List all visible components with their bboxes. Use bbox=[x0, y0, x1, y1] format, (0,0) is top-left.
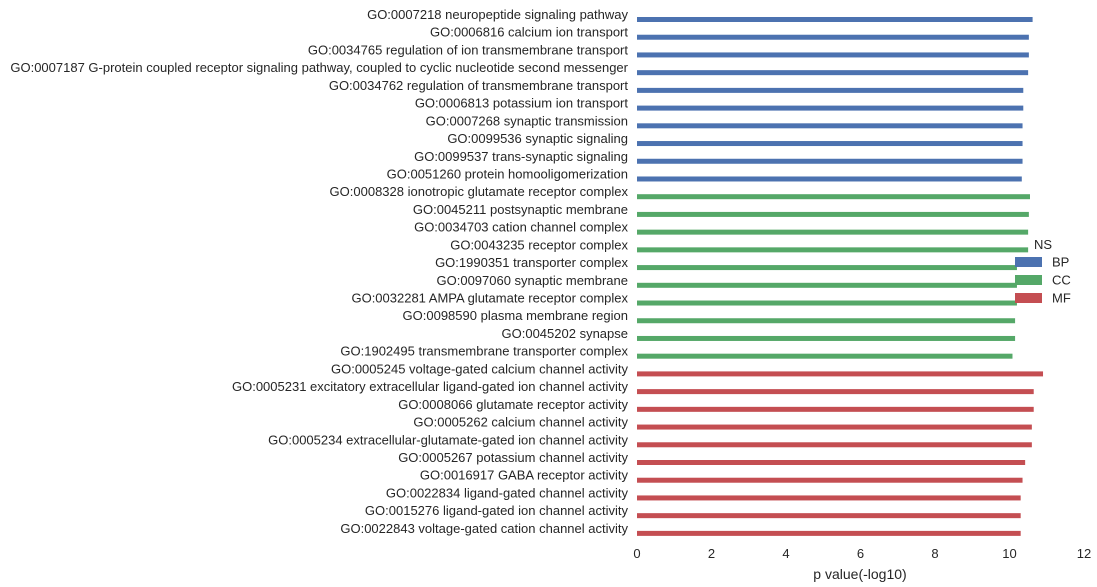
category-label: GO:0007218 neuropeptide signaling pathwa… bbox=[367, 7, 628, 22]
category-label: GO:0007268 synaptic transmission bbox=[426, 113, 628, 128]
x-tick-label: 2 bbox=[708, 546, 715, 561]
bar-bp bbox=[637, 158, 1023, 164]
category-label: GO:0022834 ligand-gated channel activity bbox=[386, 485, 629, 500]
bar-mf bbox=[637, 389, 1034, 395]
bar-mf bbox=[637, 477, 1023, 483]
category-label: GO:0032281 AMPA glutamate receptor compl… bbox=[351, 291, 628, 306]
category-label: GO:0005245 voltage-gated calcium channel… bbox=[331, 361, 629, 376]
category-label: GO:0006816 calcium ion transport bbox=[430, 25, 628, 40]
x-tick-label: 0 bbox=[633, 546, 640, 561]
category-label: GO:0034762 regulation of transmembrane t… bbox=[329, 78, 629, 93]
category-label: GO:0008066 glutamate receptor activity bbox=[398, 397, 628, 412]
bar-bp bbox=[637, 176, 1022, 182]
legend-label-bp: BP bbox=[1052, 255, 1069, 270]
bar-cc bbox=[637, 265, 1017, 271]
category-label: GO:0043235 receptor complex bbox=[450, 237, 628, 252]
legend-label-cc: CC bbox=[1052, 273, 1071, 288]
bar-bp bbox=[637, 34, 1029, 40]
category-label: GO:0022843 voltage-gated cation channel … bbox=[340, 521, 628, 536]
legend-swatch-mf bbox=[1015, 293, 1042, 303]
category-label: GO:0034703 cation channel complex bbox=[414, 220, 628, 235]
x-axis-ticks: 0 2 4 6 8 10 12 bbox=[633, 546, 1091, 561]
category-label: GO:0098590 plasma membrane region bbox=[403, 308, 628, 323]
bar-bp bbox=[637, 87, 1024, 93]
bar-cc bbox=[637, 194, 1030, 200]
category-label: GO:1990351 transporter complex bbox=[435, 255, 628, 270]
category-label: GO:0015276 ligand-gated ion channel acti… bbox=[365, 503, 629, 518]
legend-label-mf: MF bbox=[1052, 291, 1071, 306]
category-label: GO:0006813 potassium ion transport bbox=[415, 96, 629, 111]
bar-cc bbox=[637, 353, 1013, 359]
category-label: GO:0034765 regulation of ion transmembra… bbox=[308, 42, 629, 57]
bar-mf bbox=[637, 424, 1032, 430]
bar-mf bbox=[637, 530, 1021, 536]
x-tick-label: 8 bbox=[931, 546, 938, 561]
category-label: GO:0099537 trans-synaptic signaling bbox=[414, 149, 628, 164]
legend: NS BP CC MF bbox=[1015, 237, 1071, 306]
legend-entries: BP CC MF bbox=[1015, 255, 1071, 306]
bar-mf bbox=[637, 406, 1034, 412]
category-label: GO:0005231 excitatory extracellular liga… bbox=[232, 379, 629, 394]
category-label: GO:0097060 synaptic membrane bbox=[437, 273, 629, 288]
category-label: GO:0099536 synaptic signaling bbox=[447, 131, 628, 146]
legend-swatch-cc bbox=[1015, 275, 1042, 285]
bar-bp bbox=[637, 141, 1023, 147]
x-tick-label: 12 bbox=[1077, 546, 1091, 561]
x-tick-label: 4 bbox=[782, 546, 789, 561]
bar-bp bbox=[637, 105, 1024, 111]
category-label: GO:0045202 synapse bbox=[502, 326, 628, 341]
legend-swatch-bp bbox=[1015, 257, 1042, 267]
bar-cc bbox=[637, 211, 1029, 217]
bar-mf bbox=[637, 442, 1032, 448]
bar-cc bbox=[637, 335, 1016, 341]
category-label: GO:0051260 protein homooligomerization bbox=[387, 166, 628, 181]
bar-cc bbox=[637, 318, 1016, 324]
x-axis-title: p value(-log10) bbox=[813, 566, 906, 582]
x-tick-label: 10 bbox=[1002, 546, 1016, 561]
x-tick-label: 6 bbox=[857, 546, 864, 561]
bar-cc bbox=[637, 229, 1029, 235]
category-label: GO:0007187 G-protein coupled receptor si… bbox=[10, 60, 628, 75]
bars bbox=[637, 17, 1044, 536]
legend-title: NS bbox=[1034, 237, 1052, 252]
category-label: GO:0005234 extracellular-glutamate-gated… bbox=[268, 432, 628, 447]
bar-bp bbox=[637, 70, 1029, 76]
category-label: GO:1902495 transmembrane transporter com… bbox=[340, 344, 628, 359]
bar-cc bbox=[637, 300, 1017, 306]
category-label: GO:0016917 GABA receptor activity bbox=[420, 468, 629, 483]
bar-cc bbox=[637, 282, 1017, 288]
bar-bp bbox=[637, 17, 1033, 22]
category-label: GO:0045211 postsynaptic membrane bbox=[413, 202, 628, 217]
bar-mf bbox=[637, 371, 1044, 377]
category-label: GO:0005262 calcium channel activity bbox=[413, 415, 628, 430]
bar-bp bbox=[637, 52, 1029, 58]
bar-cc bbox=[637, 247, 1029, 253]
bar-mf bbox=[637, 495, 1021, 501]
bar-bp bbox=[637, 123, 1023, 129]
bar-mf bbox=[637, 460, 1026, 465]
bar-mf bbox=[637, 513, 1021, 519]
category-labels: GO:0007218 neuropeptide signaling pathwa… bbox=[10, 7, 628, 536]
category-label: GO:0005267 potassium channel activity bbox=[398, 450, 628, 465]
category-label: GO:0008328 ionotropic glutamate receptor… bbox=[330, 184, 629, 199]
